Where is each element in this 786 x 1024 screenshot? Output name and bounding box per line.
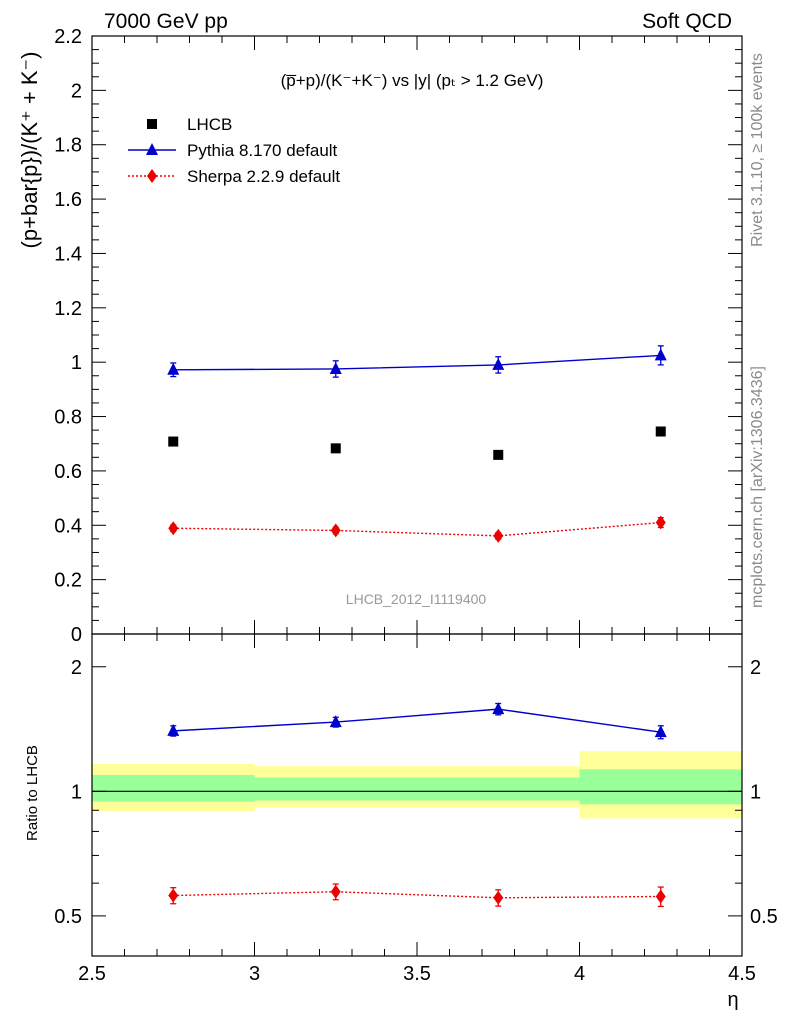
main-y-tick-label: 2.2	[54, 26, 82, 48]
main-point-pythia-8-170-default	[654, 348, 667, 361]
x-tick-label: 4	[574, 963, 585, 985]
ratio-y-tick-label-right: 1	[750, 781, 761, 803]
ratio-panel-series	[167, 702, 667, 908]
ratio-y-axis-label: Ratio to LHCB	[24, 745, 41, 841]
main-point-lhcb	[493, 449, 504, 460]
main-line-sherpa-2-2-9-default	[173, 521, 661, 537]
ratio-inner-band-0	[92, 775, 255, 802]
header-right: Soft QCD	[642, 10, 732, 33]
ratio-point-pythia-8-170-default	[329, 715, 342, 728]
main-point-pythia-8-170-default	[167, 362, 180, 375]
ratio-point-sherpa-2-2-9-default	[655, 889, 666, 904]
ratio-y-tick-label-left: 1	[71, 781, 82, 803]
legend-label-lhcb: LHCB	[187, 115, 232, 134]
main-y-tick-label: 0	[71, 624, 82, 646]
mcplots-citation-text: mcplots.cern.ch [arXiv:1306.3436]	[749, 366, 766, 608]
ratio-uncertainty-bands	[92, 751, 742, 819]
ratio-point-pythia-8-170-default	[167, 723, 180, 736]
ratio-point-sherpa-2-2-9-default	[493, 890, 504, 905]
main-y-tick-label: 0.2	[54, 570, 82, 592]
main-y-tick-label: 0.8	[54, 407, 82, 429]
ratio-point-sherpa-2-2-9-default	[330, 884, 341, 899]
main-line-pythia-8-170-default	[173, 354, 661, 371]
legend-marker-pythia-8-170-default	[146, 143, 158, 155]
ratio-y-tick-label-left: 2	[71, 657, 82, 679]
x-tick-label: 3	[249, 963, 260, 985]
legend: LHCB Pythia 8.170 default Sherpa 2.2.9 def…	[128, 115, 340, 186]
main-point-sherpa-2-2-9-default	[493, 528, 504, 543]
ratio-line-pythia-8-170-default	[173, 708, 661, 733]
ratio-point-pythia-8-170-default	[654, 725, 667, 738]
main-point-lhcb	[330, 443, 341, 454]
main-point-sherpa-2-2-9-default	[655, 515, 666, 530]
main-point-sherpa-2-2-9-default	[168, 521, 179, 536]
rivet-version-text: Rivet 3.1.10, ≥ 100k events	[749, 53, 766, 247]
main-y-tick-label: 1.8	[54, 135, 82, 157]
main-point-lhcb	[168, 436, 179, 447]
main-y-tick-label: 0.4	[54, 515, 82, 537]
main-title: (p̅+p)/(K⁻+K⁻) vs |y| (pₜ > 1.2 GeV)	[281, 71, 544, 90]
ratio-inner-band-2	[579, 769, 742, 805]
ratio-line-sherpa-2-2-9-default	[173, 891, 661, 899]
analysis-watermark: LHCB_2012_I1119400	[346, 591, 487, 607]
legend-label-pythia-8-170-default: Pythia 8.170 default	[187, 141, 338, 160]
main-y-tick-label: 0.6	[54, 461, 82, 483]
main-point-sherpa-2-2-9-default	[330, 523, 341, 538]
main-y-tick-label: 2	[71, 80, 82, 102]
ratio-y-tick-label-left: 0.5	[54, 906, 82, 928]
main-panel-series	[167, 345, 667, 543]
legend-label-sherpa-2-2-9-default: Sherpa 2.2.9 default	[187, 167, 340, 186]
main-y-tick-label: 1.2	[54, 298, 82, 320]
ratio-inner-band-1	[254, 777, 580, 801]
main-point-pythia-8-170-default	[329, 361, 342, 374]
axes: 2.5 3 3.5 4 4.5 0 0.2 0.4 0.6 0.8 1 1.2 1.4 1.6 1.8 2 2.…	[54, 26, 778, 985]
main-y-tick-label: 1	[71, 352, 82, 374]
main-y-tick-label: 1.6	[54, 189, 82, 211]
ratio-y-tick-label-right: 2	[750, 657, 761, 679]
x-tick-label: 2.5	[78, 963, 106, 985]
main-point-pythia-8-170-default	[492, 357, 505, 370]
main-point-lhcb	[655, 426, 666, 437]
header-left: 7000 GeV pp	[104, 10, 228, 33]
legend-marker-sherpa-2-2-9-default	[147, 169, 157, 183]
main-y-tick-label: 1.4	[54, 243, 82, 265]
x-tick-label: 4.5	[728, 963, 756, 985]
ratio-y-tick-label-right: 0.5	[750, 906, 778, 928]
legend-marker-lhcb	[147, 119, 157, 129]
x-tick-label: 3.5	[403, 963, 431, 985]
main-y-axis-label: (p+bar{p})/(K⁺ + K⁻)	[17, 52, 42, 249]
ratio-point-sherpa-2-2-9-default	[168, 888, 179, 903]
x-axis-label: η	[727, 989, 738, 1011]
ratio-point-pythia-8-170-default	[492, 702, 505, 715]
